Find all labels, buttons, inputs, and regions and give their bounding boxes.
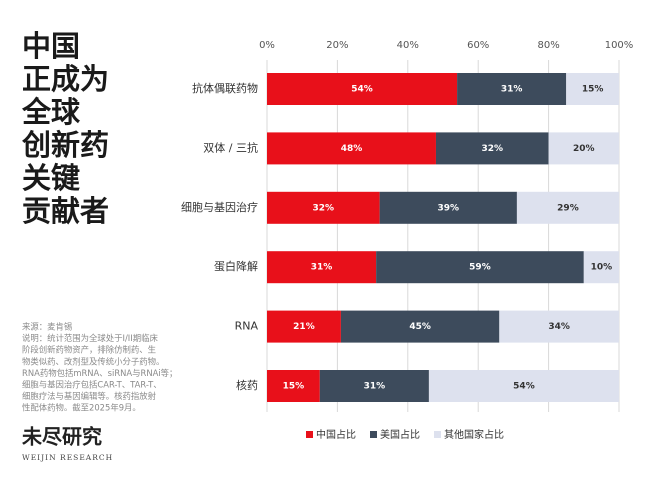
note-line: 性配体药物。截至2025年9月。 xyxy=(22,403,141,413)
bar-segment xyxy=(583,251,619,284)
bar-segment xyxy=(548,132,619,165)
y-tick-label: 细胞与基因治疗 xyxy=(181,200,258,214)
title-line: 中国 xyxy=(22,29,80,63)
value-label: 39% xyxy=(438,203,460,213)
note-line: 物类似药、改剂型及传统小分子药物。 xyxy=(22,356,164,366)
x-tick-label: 40% xyxy=(397,40,419,51)
title-line: 关键 xyxy=(22,161,80,195)
logo: 未尽研究 xyxy=(22,425,102,449)
bar-segment xyxy=(499,310,619,343)
bar-segment xyxy=(267,191,380,224)
note-line: 细胞与基因治疗包括CAR-T、TAR-T、 xyxy=(22,380,162,390)
legend-label: 其他国家占比 xyxy=(444,428,504,441)
bar-segment xyxy=(376,251,584,284)
bar-segment xyxy=(457,73,567,105)
x-tick-label: 80% xyxy=(537,40,559,51)
value-label: 59% xyxy=(469,263,491,273)
logo-subtitle: WEIJIN RESEARCH xyxy=(22,453,113,462)
note-line: 来源：麦肯锡 xyxy=(22,322,72,332)
note-line: 阶段创新药物资产，排除仿制药、生 xyxy=(22,345,156,355)
bar-segment xyxy=(435,132,549,165)
value-label: 34% xyxy=(548,322,570,332)
y-tick-label: 双体 / 三抗 xyxy=(203,140,258,154)
bar-segment xyxy=(267,132,436,165)
note-line: 说明：统计范围为全球处于I/II期临床 xyxy=(22,333,158,343)
value-label: 15% xyxy=(582,85,604,95)
value-label: 20% xyxy=(573,144,595,154)
value-label: 54% xyxy=(513,382,535,392)
y-tick-label: 核药 xyxy=(236,378,258,392)
bar-segment xyxy=(516,191,619,224)
value-label: 10% xyxy=(591,263,613,273)
legend-label: 中国占比 xyxy=(316,428,356,441)
bar-segment xyxy=(566,73,619,105)
value-label: 48% xyxy=(341,144,363,154)
value-label: 31% xyxy=(501,85,523,95)
bar-segment xyxy=(267,310,341,343)
value-label: 15% xyxy=(283,382,305,392)
value-label: 31% xyxy=(311,263,333,273)
value-label: 32% xyxy=(313,203,335,213)
title-line: 创新药 xyxy=(21,128,109,162)
x-tick-label: 60% xyxy=(467,40,489,51)
legend-swatch xyxy=(306,431,313,438)
bar-segment xyxy=(267,370,320,402)
bar-segment xyxy=(428,370,619,402)
note-line: 细胞疗法与基因编辑等。核药指放射 xyxy=(22,391,157,401)
bar-segment xyxy=(319,370,429,402)
title-line: 正成为 xyxy=(22,62,109,96)
value-label: 31% xyxy=(364,382,386,392)
y-tick-label: 蛋白降解 xyxy=(214,259,258,273)
y-tick-label: 抗体偶联药物 xyxy=(192,81,258,95)
legend-swatch xyxy=(434,431,441,438)
bar-segment xyxy=(267,73,458,105)
x-tick-label: 100% xyxy=(605,40,634,51)
title-line: 贡献者 xyxy=(22,194,109,228)
legend-label: 美国占比 xyxy=(380,428,420,441)
bar-segment xyxy=(267,251,377,284)
value-label: 45% xyxy=(409,322,431,332)
title-line: 全球 xyxy=(21,95,81,129)
note-line: RNA药物包括mRNA、siRNA与RNAi等； xyxy=(22,368,177,378)
value-label: 21% xyxy=(293,322,315,332)
x-tick-label: 20% xyxy=(326,40,348,51)
value-label: 32% xyxy=(482,144,504,154)
value-label: 54% xyxy=(351,85,373,95)
value-label: 29% xyxy=(557,203,579,213)
bar-segment xyxy=(379,191,517,224)
x-tick-label: 0% xyxy=(259,40,275,51)
bar-segment xyxy=(340,310,500,343)
y-tick-label: RNA xyxy=(235,320,259,333)
legend-swatch xyxy=(370,431,377,438)
